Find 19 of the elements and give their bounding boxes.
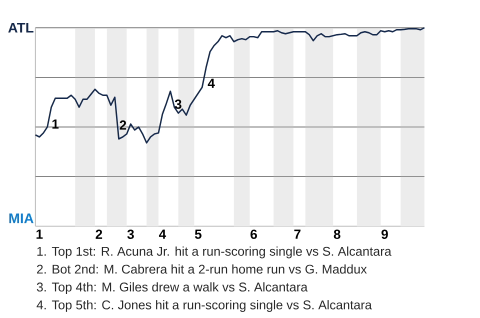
x-tick-label: 5 — [194, 230, 202, 240]
text: 4. Top 5th: C. Jones hit a run-scoring single vs S. Alcantara — [36, 300, 372, 312]
x-tick-label: 7 — [294, 230, 301, 239]
x-tick-label: 2 — [96, 230, 102, 240]
annotation: 1 — [52, 120, 59, 129]
x-tick-label: 6 — [250, 230, 257, 240]
x-tick-label: 1 — [36, 230, 43, 239]
annotation: 4 — [208, 79, 215, 88]
text: 3. Top 4th: M. Giles drew a walk vs S. Alcantara — [36, 282, 308, 294]
x-tick-label: 3 — [127, 230, 134, 240]
text: MIA — [9, 214, 34, 224]
x-tick-label: 8 — [334, 230, 340, 240]
text: ATL — [8, 23, 34, 33]
text: 1. Top 1st: R. Acuna Jr. hit a run-scoring single vs S. Alcantara — [37, 246, 392, 259]
annotation: 2 — [120, 120, 126, 130]
annotation: 3 — [174, 100, 182, 110]
text: 2. Bot 2nd: M. Cabrera hit a 2-run home run vs G. Maddux — [37, 264, 367, 274]
x-tick-label: 4 — [158, 230, 166, 239]
x-tick-label: 9 — [382, 230, 388, 240]
